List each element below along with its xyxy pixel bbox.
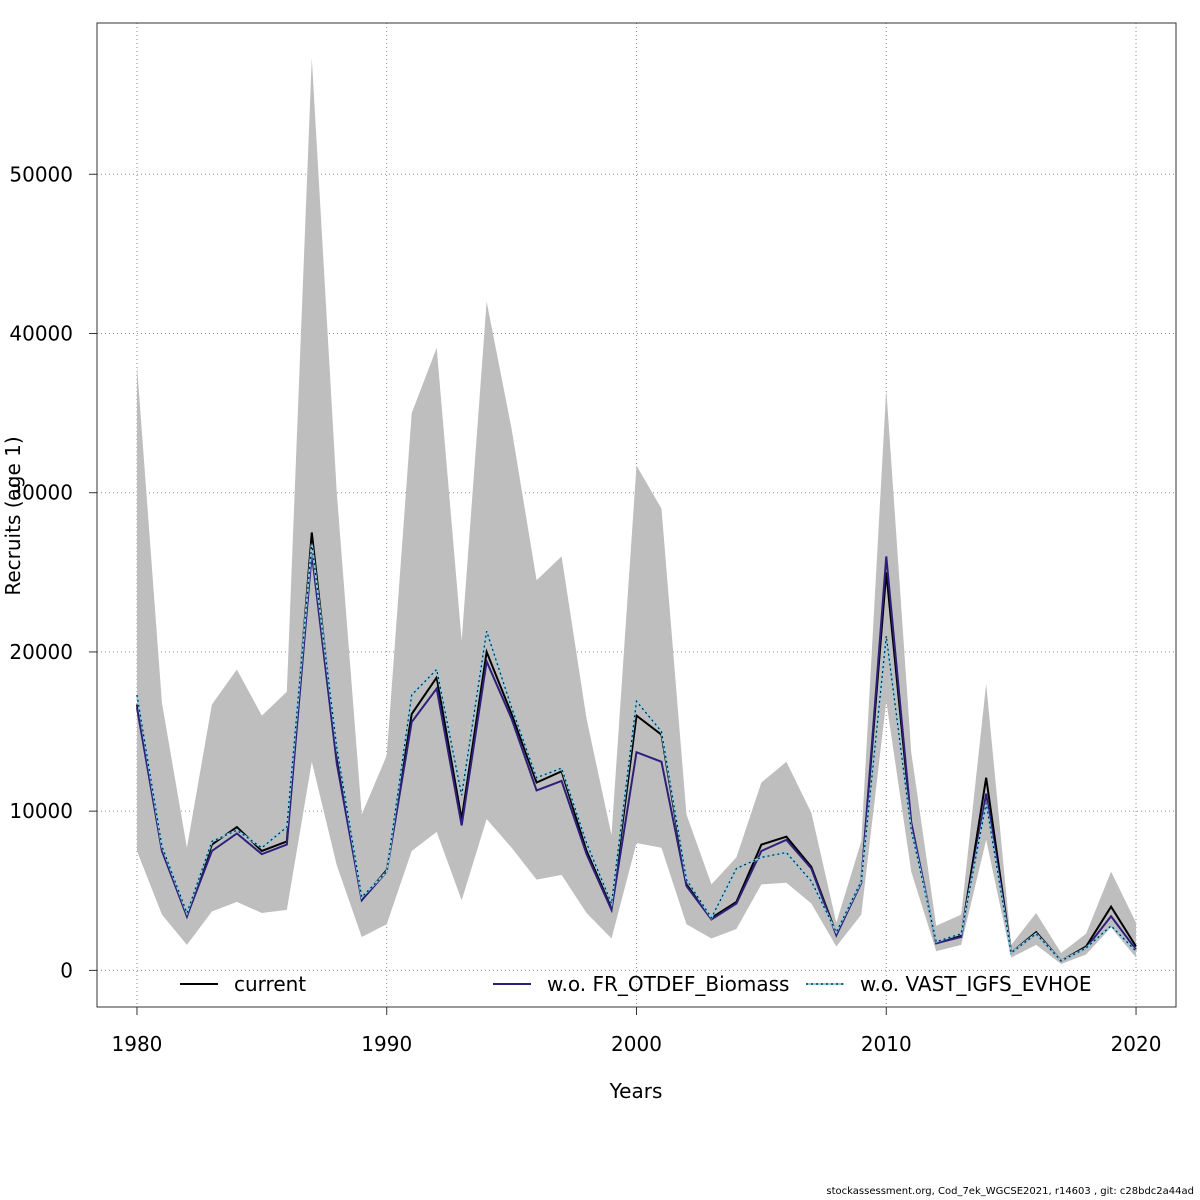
confidence-band-layer xyxy=(136,58,1137,965)
y-tick-label: 50000 xyxy=(9,162,73,186)
legend-label: current xyxy=(234,972,306,996)
y-axis: 0 10000 20000 30000 40000 50000 xyxy=(9,162,97,982)
x-axis-label: Years xyxy=(609,1079,663,1103)
x-tick-label: 2020 xyxy=(1111,1032,1162,1056)
footer-credit: stockassessment.org, Cod_7ek_WGCSE2021, … xyxy=(826,1186,1194,1197)
series-line-2-dots xyxy=(136,543,1137,962)
legend: current w.o. FR_OTDEF_Biomass w.o. VAST_IG… xyxy=(180,972,1091,996)
x-tick-label: 1990 xyxy=(361,1032,412,1056)
legend-label: w.o. FR_OTDEF_Biomass xyxy=(547,972,789,996)
x-tick-label: 2010 xyxy=(861,1032,912,1056)
series-lines-layer xyxy=(135,532,1137,963)
legend-label: w.o. VAST_IGFS_EVHOE xyxy=(860,972,1091,996)
x-tick-label: 1980 xyxy=(112,1032,163,1056)
x-axis: 1980 1990 2000 2010 2020 xyxy=(112,1007,1162,1056)
y-tick-label: 0 xyxy=(60,958,73,982)
y-tick-label: 40000 xyxy=(9,321,73,345)
confidence-band xyxy=(136,58,1137,965)
y-axis-label: Recruits (age 1) xyxy=(1,436,25,595)
y-tick-label: 30000 xyxy=(9,481,73,505)
y-tick-label: 10000 xyxy=(9,799,73,823)
x-tick-label: 2000 xyxy=(611,1032,662,1056)
y-tick-label: 20000 xyxy=(9,640,73,664)
